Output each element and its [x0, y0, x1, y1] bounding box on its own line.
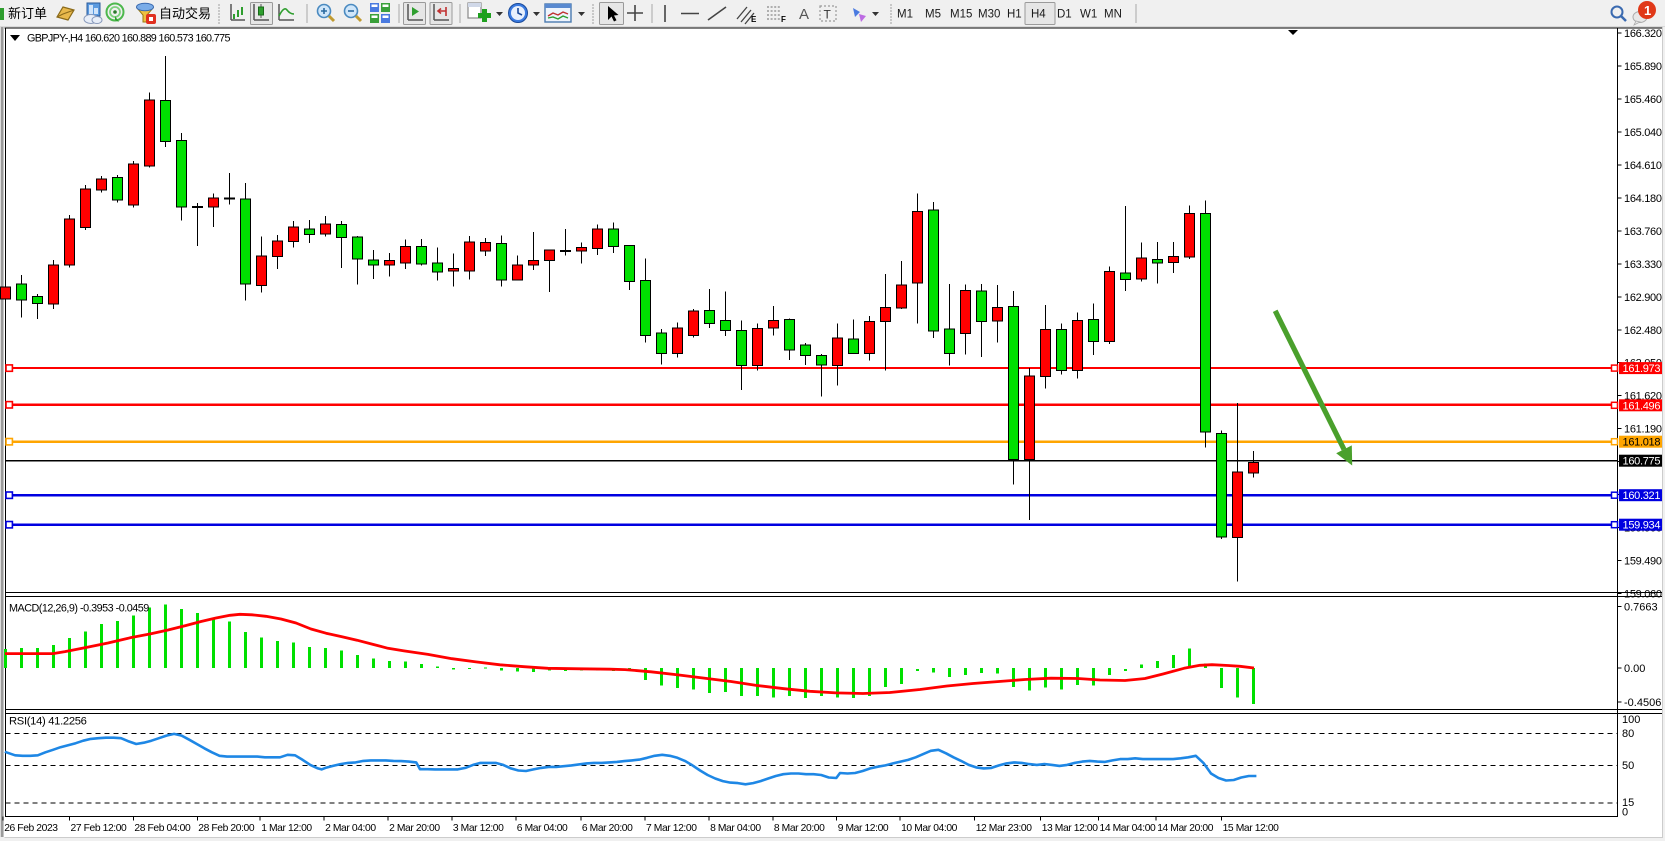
svg-text:2 Mar 20:00: 2 Mar 20:00 — [389, 823, 440, 834]
svg-text:162.480: 162.480 — [1624, 325, 1662, 337]
svg-text:14 Mar 04:00: 14 Mar 04:00 — [1100, 823, 1157, 834]
svg-text:100: 100 — [1622, 714, 1640, 726]
svg-text:161.973: 161.973 — [1623, 363, 1661, 375]
svg-text:163.760: 163.760 — [1624, 226, 1662, 238]
svg-text:165.040: 165.040 — [1624, 127, 1662, 139]
svg-text:28 Feb 20:00: 28 Feb 20:00 — [198, 823, 255, 834]
svg-text:80: 80 — [1622, 728, 1634, 740]
svg-text:7 Mar 12:00: 7 Mar 12:00 — [646, 823, 697, 834]
svg-text:E: E — [751, 15, 757, 24]
svg-text:F: F — [781, 15, 786, 24]
svg-text:T: T — [824, 8, 832, 22]
svg-text:0: 0 — [1622, 807, 1628, 819]
svg-text:H4: H4 — [1031, 9, 1046, 21]
svg-text:MACD(12,26,9) -0.3953 -0.0459: MACD(12,26,9) -0.3953 -0.0459 — [9, 603, 149, 615]
svg-text:165.460: 165.460 — [1624, 94, 1662, 106]
svg-text:6 Mar 04:00: 6 Mar 04:00 — [517, 823, 568, 834]
svg-text:15: 15 — [1622, 797, 1634, 809]
svg-text:26 Feb 2023: 26 Feb 2023 — [4, 823, 58, 834]
svg-text:1 Mar 12:00: 1 Mar 12:00 — [261, 823, 312, 834]
svg-text:M30: M30 — [978, 9, 1000, 21]
svg-text:8 Mar 04:00: 8 Mar 04:00 — [710, 823, 761, 834]
svg-text:0.00: 0.00 — [1624, 663, 1645, 675]
svg-text:D1: D1 — [1057, 9, 1072, 21]
svg-text:0.7663: 0.7663 — [1624, 601, 1658, 613]
svg-text:164.610: 164.610 — [1624, 160, 1662, 172]
svg-text:14 Mar 20:00: 14 Mar 20:00 — [1157, 823, 1214, 834]
svg-text:M1: M1 — [897, 9, 913, 21]
svg-text:MN: MN — [1104, 9, 1122, 21]
svg-text:新订单: 新订单 — [8, 6, 47, 21]
svg-text:15 Mar 12:00: 15 Mar 12:00 — [1223, 823, 1280, 834]
svg-text:159.934: 159.934 — [1623, 520, 1661, 532]
svg-text:161.018: 161.018 — [1623, 437, 1661, 449]
svg-text:159.490: 159.490 — [1624, 555, 1662, 567]
svg-text:GBPJPY-,H4 160.620 160.889 16: GBPJPY-,H4 160.620 160.889 160.573 160.7… — [27, 33, 230, 45]
svg-text:164.180: 164.180 — [1624, 193, 1662, 205]
svg-text:H1: H1 — [1007, 9, 1022, 21]
svg-text:M5: M5 — [925, 9, 941, 21]
svg-text:W1: W1 — [1080, 9, 1097, 21]
svg-text:RSI(14) 41.2256: RSI(14) 41.2256 — [9, 716, 87, 728]
svg-text:160.775: 160.775 — [1623, 456, 1661, 468]
svg-text:2 Mar 04:00: 2 Mar 04:00 — [325, 823, 376, 834]
svg-text:1: 1 — [1644, 3, 1651, 18]
svg-text:28 Feb 04:00: 28 Feb 04:00 — [134, 823, 191, 834]
svg-text:165.890: 165.890 — [1624, 61, 1662, 73]
svg-text:159.060: 159.060 — [1624, 588, 1662, 600]
svg-text:10 Mar 04:00: 10 Mar 04:00 — [901, 823, 958, 834]
svg-text:6 Mar 20:00: 6 Mar 20:00 — [582, 823, 633, 834]
svg-text:12 Mar 23:00: 12 Mar 23:00 — [976, 823, 1033, 834]
svg-text:160.321: 160.321 — [1623, 490, 1661, 502]
svg-text:13 Mar 12:00: 13 Mar 12:00 — [1042, 823, 1099, 834]
svg-text:8 Mar 20:00: 8 Mar 20:00 — [774, 823, 825, 834]
svg-text:166.320: 166.320 — [1624, 28, 1662, 40]
svg-text:A: A — [799, 6, 809, 23]
svg-text:M15: M15 — [950, 9, 972, 21]
svg-text:163.330: 163.330 — [1624, 259, 1662, 271]
svg-text:50: 50 — [1622, 760, 1634, 772]
svg-text:27 Feb 12:00: 27 Feb 12:00 — [71, 823, 128, 834]
svg-text:161.190: 161.190 — [1624, 424, 1662, 436]
svg-text:自动交易: 自动交易 — [159, 6, 211, 21]
svg-text:-0.4506: -0.4506 — [1624, 697, 1661, 709]
svg-text:162.900: 162.900 — [1624, 292, 1662, 304]
svg-text:9 Mar 12:00: 9 Mar 12:00 — [838, 823, 889, 834]
svg-text:3 Mar 12:00: 3 Mar 12:00 — [453, 823, 504, 834]
svg-text:161.496: 161.496 — [1623, 400, 1661, 412]
